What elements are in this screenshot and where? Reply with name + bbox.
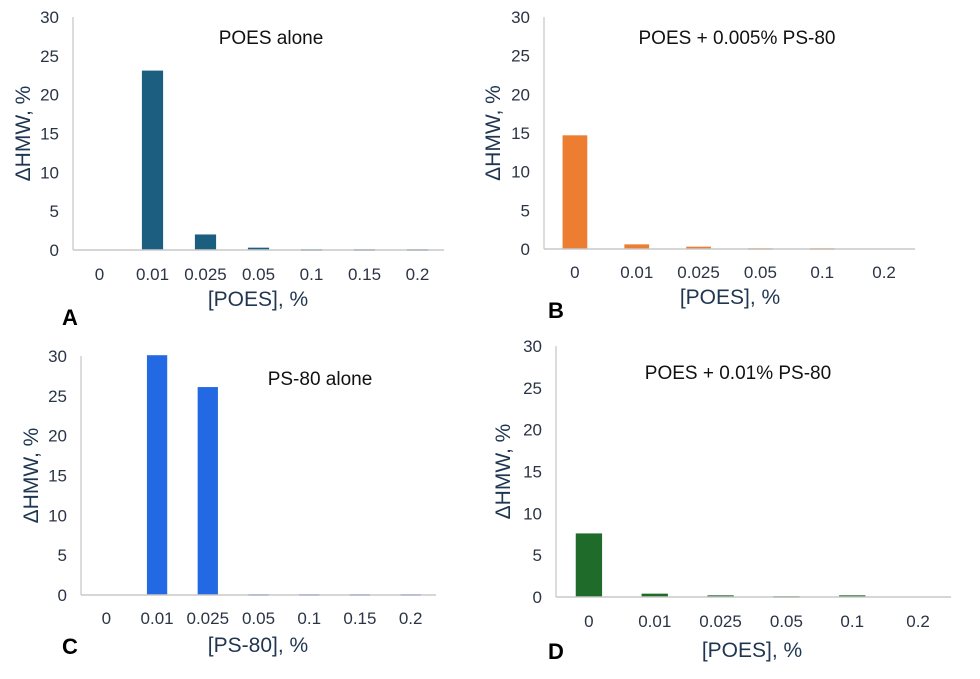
- x-tick-label: 0.05: [770, 612, 803, 631]
- y-tick-label: 15: [48, 467, 67, 486]
- y-tick-label: 25: [511, 47, 530, 66]
- x-tick-label: 0.01: [141, 609, 174, 628]
- panel-c: 0 5 10 15 20 25 30 0 0.01 0.025 0.05 0.1 0.15 0.2 PS-8…: [20, 347, 436, 659]
- y-tick-label: 0: [58, 586, 67, 605]
- chart-title: POES + 0.01% PS-80: [645, 363, 831, 384]
- y-axis-label: ΔHMW, %: [482, 85, 505, 181]
- bar: [146, 355, 168, 595]
- y-tick-label: 30: [523, 337, 542, 356]
- x-tick-label: 0: [95, 265, 104, 284]
- x-tick-label: 0.01: [136, 265, 169, 284]
- y-tick-label: 25: [48, 387, 67, 406]
- bar: [839, 595, 866, 597]
- x-tick-label: 0.1: [840, 612, 864, 631]
- bar: [141, 70, 164, 250]
- bar: [624, 244, 650, 249]
- x-tick-label: 0.15: [348, 265, 381, 284]
- chart-title: POES + 0.005% PS-80: [639, 28, 836, 49]
- bar: [197, 387, 218, 595]
- panel-d: 0 5 10 15 20 25 30 0 0.01 0.025 0.05 0.1 0.2 POES + 0…: [492, 337, 951, 664]
- x-tick-label: 0.1: [297, 609, 321, 628]
- y-tick-label: 20: [40, 86, 59, 105]
- y-tick-label: 5: [521, 201, 530, 220]
- x-tick-label: 0.05: [744, 263, 777, 282]
- x-tick-label: 0.025: [187, 609, 230, 628]
- y-tick-label: 5: [50, 202, 59, 221]
- y-axis-label: ΔHMW, %: [12, 86, 35, 182]
- x-tick-label: 0.15: [343, 609, 376, 628]
- bar: [707, 595, 734, 597]
- y-tick-label: 30: [48, 347, 67, 366]
- x-tick-label: 0.2: [399, 609, 423, 628]
- x-axis-label: [POES], %: [680, 286, 780, 309]
- x-tick-label: 0.2: [872, 263, 896, 282]
- y-tick-label: 0: [50, 241, 59, 260]
- bar: [686, 246, 711, 249]
- chart-title: PS-80 alone: [268, 369, 373, 390]
- panel-letter: B: [548, 298, 564, 323]
- chart-title: POES alone: [219, 28, 324, 49]
- panel-letter: D: [548, 639, 564, 664]
- x-tick-label: 0.1: [300, 265, 324, 284]
- y-tick-label: 0: [521, 240, 530, 259]
- y-tick-label: 15: [511, 124, 530, 143]
- bar: [194, 234, 217, 250]
- y-tick-label: 10: [48, 506, 67, 525]
- x-tick-label: 0.01: [638, 612, 671, 631]
- y-tick-label: 10: [523, 504, 542, 523]
- x-tick-label: 0.05: [242, 609, 275, 628]
- x-tick-label: 0.2: [406, 265, 430, 284]
- x-axis-label: [POES], %: [208, 288, 308, 311]
- x-tick-label: 0.025: [677, 263, 720, 282]
- x-tick-label: 0.025: [184, 265, 227, 284]
- y-tick-label: 5: [533, 546, 542, 565]
- y-axis-label: ΔHMW, %: [20, 428, 43, 524]
- y-tick-label: 15: [523, 463, 542, 482]
- panel-letter: C: [62, 634, 78, 659]
- panel-letter: A: [62, 305, 78, 330]
- y-tick-label: 20: [523, 421, 542, 440]
- y-tick-label: 30: [511, 8, 530, 27]
- x-axis-label: [PS-80], %: [208, 634, 308, 657]
- x-tick-label: 0.05: [242, 265, 275, 284]
- y-tick-label: 5: [58, 546, 67, 565]
- x-tick-label: 0.1: [810, 263, 834, 282]
- x-axis-label: [POES], %: [702, 639, 802, 662]
- x-tick-label: 0.2: [906, 612, 930, 631]
- y-tick-label: 30: [40, 8, 59, 27]
- bar: [641, 593, 668, 597]
- y-tick-label: 10: [511, 163, 530, 182]
- bar: [575, 533, 603, 597]
- x-tick-label: 0: [584, 612, 593, 631]
- y-tick-label: 25: [523, 379, 542, 398]
- x-tick-label: 0: [570, 263, 579, 282]
- y-axis-label: ΔHMW, %: [492, 424, 515, 520]
- panel-a: 0 5 10 15 20 25 30 0 0.01 0.025 0.05 0.1 0.15 0.2 POES…: [12, 8, 444, 330]
- x-tick-label: 0: [102, 609, 111, 628]
- bar: [247, 247, 270, 250]
- y-tick-label: 25: [40, 47, 59, 66]
- y-tick-label: 20: [511, 85, 530, 104]
- y-tick-label: 20: [48, 427, 67, 446]
- x-tick-label: 0.025: [699, 612, 742, 631]
- y-tick-label: 0: [533, 588, 542, 607]
- y-tick-label: 10: [40, 163, 59, 182]
- x-tick-label: 0.01: [620, 263, 653, 282]
- y-tick-label: 15: [40, 125, 59, 144]
- bar: [562, 135, 588, 249]
- panel-b: 0 5 10 15 20 25 30 0 0.01 0.025 0.05 0.1 0.2 POES + 0…: [482, 8, 915, 323]
